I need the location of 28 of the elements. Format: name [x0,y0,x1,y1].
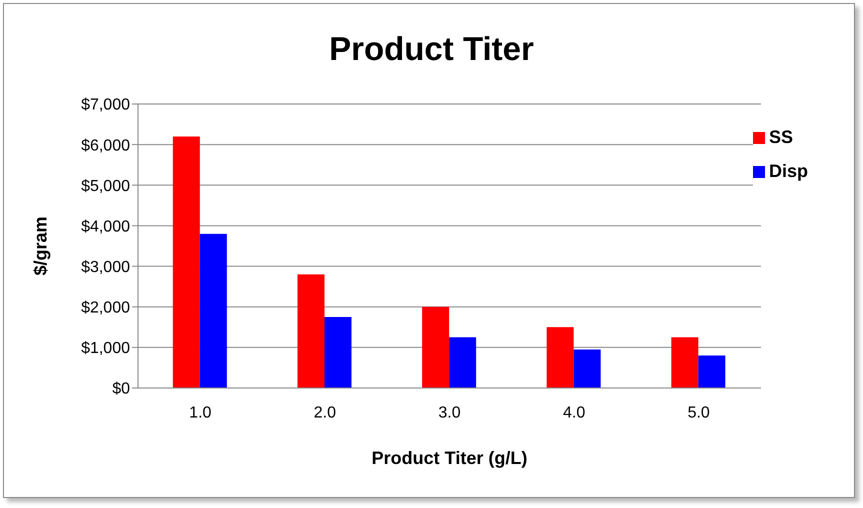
y-axis-title: $/gram [30,216,50,276]
bar [200,234,227,388]
x-tick-label: 1.0 [189,404,212,422]
x-tick-label: 2.0 [314,404,336,422]
y-tick-label: $7,000 [81,96,130,114]
bar [698,356,726,388]
bar [422,306,450,388]
x-tick-label: 3.0 [438,404,461,422]
bar [172,136,200,388]
y-tick-label: $5,000 [81,178,130,195]
bar [449,337,476,388]
x-tick-label: 4.0 [562,404,586,422]
chart-title: Product Titer [328,30,535,68]
y-tick-label: $4,000 [81,218,130,236]
y-tick-label: $6,000 [81,137,130,154]
y-tick-label: $1,000 [81,340,130,358]
legend-label: SS [769,127,794,147]
bar [671,337,698,388]
bar [546,327,574,388]
bar [324,317,352,388]
y-tick-label: $0 [112,380,130,398]
y-tick-label: $2,000 [81,300,130,317]
bar [574,349,601,388]
x-axis-title: Product Titer (g/L) [372,448,528,468]
legend-label: Disp [769,161,808,181]
x-tick-label: 5.0 [688,404,710,422]
bar [297,274,324,388]
y-tick-label: $3,000 [81,258,130,276]
